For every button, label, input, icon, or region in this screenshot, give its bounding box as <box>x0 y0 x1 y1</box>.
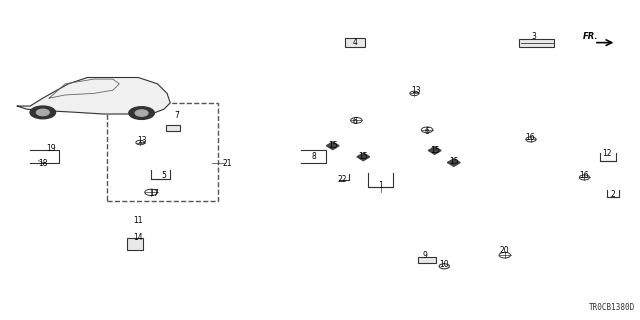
Text: 20: 20 <box>500 246 509 255</box>
Bar <box>519 39 554 47</box>
Text: 17: 17 <box>150 189 159 198</box>
Text: TR0CB1380D: TR0CB1380D <box>589 303 636 312</box>
Circle shape <box>30 106 56 119</box>
Text: 9: 9 <box>422 251 428 260</box>
Polygon shape <box>17 77 170 114</box>
Text: 21: 21 <box>223 159 232 168</box>
Polygon shape <box>447 159 460 166</box>
Text: 15: 15 <box>358 152 368 161</box>
Circle shape <box>135 110 148 116</box>
Text: 6: 6 <box>424 127 429 136</box>
Bar <box>418 257 436 263</box>
Bar <box>166 125 180 131</box>
Text: 11: 11 <box>134 216 143 225</box>
Text: 15: 15 <box>430 146 440 155</box>
Text: 18: 18 <box>38 159 47 168</box>
Polygon shape <box>428 147 441 154</box>
Polygon shape <box>326 142 339 149</box>
Text: FR.: FR. <box>583 32 598 41</box>
Text: 15: 15 <box>328 141 337 150</box>
Text: 10: 10 <box>440 260 449 269</box>
Text: 12: 12 <box>602 149 611 158</box>
Text: 15: 15 <box>449 157 459 166</box>
Text: 5: 5 <box>161 172 166 180</box>
Text: 4: 4 <box>353 38 358 47</box>
Text: 2: 2 <box>611 190 616 199</box>
Text: 22: 22 <box>337 174 347 184</box>
Text: 14: 14 <box>134 233 143 242</box>
Text: 7: 7 <box>174 111 179 120</box>
Polygon shape <box>357 153 370 161</box>
Text: 13: 13 <box>137 136 147 146</box>
Text: 3: 3 <box>531 32 536 41</box>
Text: 8: 8 <box>311 152 316 161</box>
Bar <box>346 38 365 47</box>
Text: 16: 16 <box>580 172 589 180</box>
Bar <box>106 103 218 201</box>
Bar <box>127 238 143 251</box>
Text: 16: 16 <box>525 133 535 142</box>
Text: 1: 1 <box>378 181 383 190</box>
Text: 13: 13 <box>411 86 420 95</box>
Text: 19: 19 <box>46 144 56 153</box>
Text: 6: 6 <box>353 117 358 126</box>
Circle shape <box>36 109 49 116</box>
Circle shape <box>129 107 154 119</box>
